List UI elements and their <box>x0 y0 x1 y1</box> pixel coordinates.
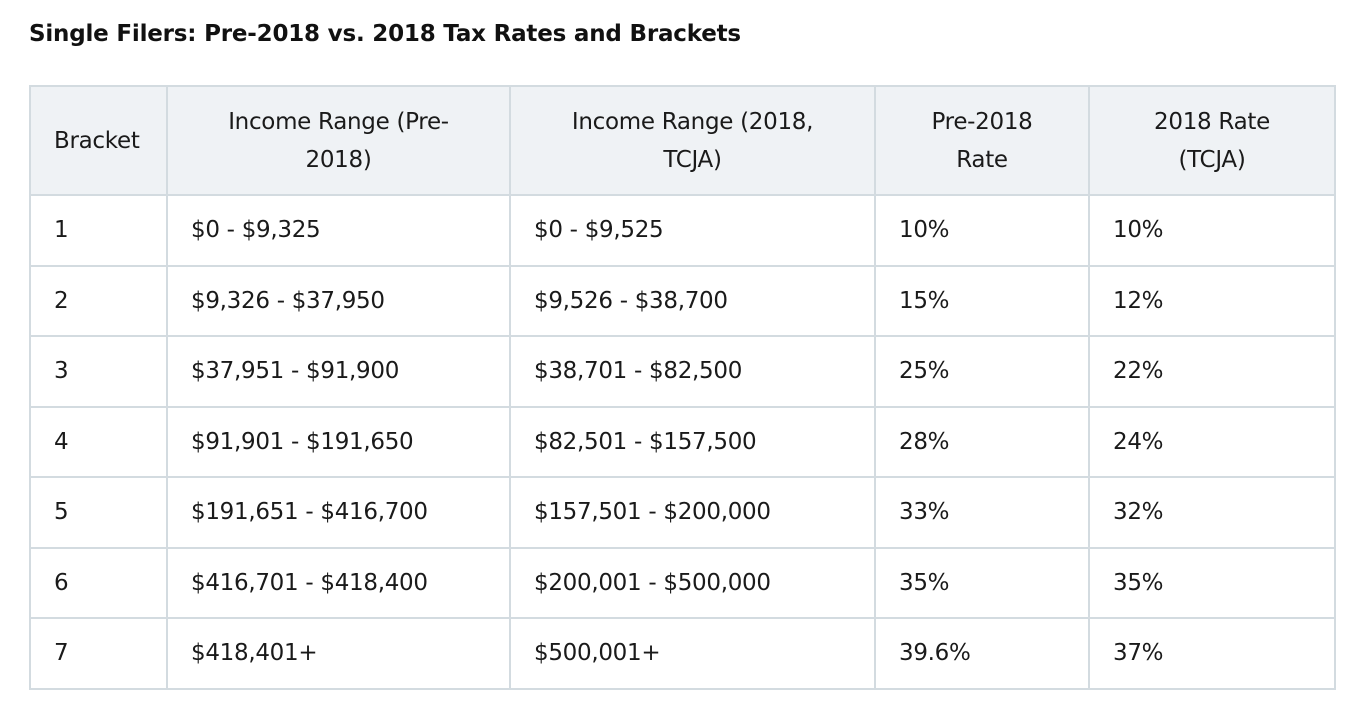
cell-pre-2018-rate: 35% <box>874 546 1090 619</box>
table-row: 6 $416,701 - $418,400 $200,001 - $500,00… <box>29 546 1336 619</box>
cell-income-range-pre-2018: $91,901 - $191,650 <box>166 405 511 478</box>
header-pre-2018-rate: Pre-2018 Rate <box>874 85 1090 196</box>
cell-income-range-pre-2018: $0 - $9,325 <box>166 194 511 267</box>
cell-2018-rate: 10% <box>1088 194 1336 267</box>
cell-bracket: 5 <box>29 476 168 549</box>
cell-pre-2018-rate: 10% <box>874 194 1090 267</box>
cell-bracket: 2 <box>29 264 168 337</box>
cell-2018-rate: 24% <box>1088 405 1336 478</box>
cell-pre-2018-rate: 25% <box>874 335 1090 408</box>
cell-income-range-2018: $82,501 - $157,500 <box>509 405 876 478</box>
cell-income-range-2018: $0 - $9,525 <box>509 194 876 267</box>
cell-income-range-pre-2018: $9,326 - $37,950 <box>166 264 511 337</box>
cell-bracket: 7 <box>29 617 168 690</box>
table-row: 7 $418,401+ $500,001+ 39.6% 37% <box>29 617 1336 690</box>
table-body: 1 $0 - $9,325 $0 - $9,525 10% 10% 2 $9,3… <box>29 194 1336 690</box>
cell-pre-2018-rate: 15% <box>874 264 1090 337</box>
tax-brackets-table: Bracket Income Range (Pre-2018) Income R… <box>29 85 1336 690</box>
table-header: Bracket Income Range (Pre-2018) Income R… <box>29 85 1336 196</box>
cell-bracket: 6 <box>29 546 168 619</box>
table-row: 5 $191,651 - $416,700 $157,501 - $200,00… <box>29 476 1336 549</box>
cell-bracket: 3 <box>29 335 168 408</box>
header-2018-rate: 2018 Rate (TCJA) <box>1088 85 1336 196</box>
page-title: Single Filers: Pre-2018 vs. 2018 Tax Rat… <box>29 21 741 47</box>
cell-income-range-pre-2018: $37,951 - $91,900 <box>166 335 511 408</box>
table-row: 2 $9,326 - $37,950 $9,526 - $38,700 15% … <box>29 264 1336 337</box>
cell-2018-rate: 32% <box>1088 476 1336 549</box>
cell-2018-rate: 37% <box>1088 617 1336 690</box>
header-income-range-2018: Income Range (2018, TCJA) <box>509 85 876 196</box>
table-row: 3 $37,951 - $91,900 $38,701 - $82,500 25… <box>29 335 1336 408</box>
cell-2018-rate: 22% <box>1088 335 1336 408</box>
cell-income-range-pre-2018: $191,651 - $416,700 <box>166 476 511 549</box>
cell-income-range-pre-2018: $416,701 - $418,400 <box>166 546 511 619</box>
cell-income-range-2018: $200,001 - $500,000 <box>509 546 876 619</box>
cell-pre-2018-rate: 39.6% <box>874 617 1090 690</box>
cell-income-range-2018: $9,526 - $38,700 <box>509 264 876 337</box>
cell-income-range-pre-2018: $418,401+ <box>166 617 511 690</box>
cell-2018-rate: 35% <box>1088 546 1336 619</box>
cell-income-range-2018: $157,501 - $200,000 <box>509 476 876 549</box>
header-bracket: Bracket <box>29 85 168 196</box>
cell-2018-rate: 12% <box>1088 264 1336 337</box>
cell-bracket: 1 <box>29 194 168 267</box>
cell-bracket: 4 <box>29 405 168 478</box>
table-row: 4 $91,901 - $191,650 $82,501 - $157,500 … <box>29 405 1336 478</box>
cell-income-range-2018: $500,001+ <box>509 617 876 690</box>
table-row: 1 $0 - $9,325 $0 - $9,525 10% 10% <box>29 194 1336 267</box>
cell-pre-2018-rate: 33% <box>874 476 1090 549</box>
header-income-range-pre-2018: Income Range (Pre-2018) <box>166 85 511 196</box>
cell-income-range-2018: $38,701 - $82,500 <box>509 335 876 408</box>
header-row: Bracket Income Range (Pre-2018) Income R… <box>29 85 1336 196</box>
cell-pre-2018-rate: 28% <box>874 405 1090 478</box>
